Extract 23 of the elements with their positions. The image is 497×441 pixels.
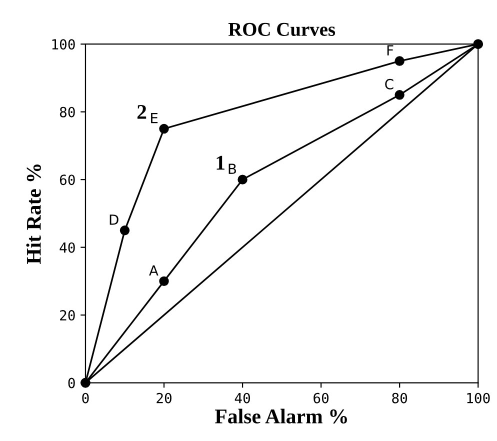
annotation: F (387, 45, 394, 56)
x-tick-label: 100 (467, 392, 490, 404)
y-tick-label: 20 (60, 310, 75, 321)
y-tick-label: 60 (60, 174, 75, 186)
y-axis-title: Hit Rate % (26, 164, 41, 264)
y-tick-label: 40 (60, 242, 75, 253)
annotation: C (385, 78, 394, 90)
series-label: 1 (216, 156, 224, 170)
y-tick-label: 80 (60, 106, 75, 118)
x-tick-label: 40 (234, 392, 250, 404)
chart-title: ROC Curves (228, 22, 336, 36)
series-label: 2 (137, 104, 146, 119)
annotation: D (110, 214, 118, 225)
x-axis-title: False Alarm % (215, 408, 347, 424)
x-tick-label: 20 (156, 392, 172, 404)
x-tick-label: 80 (392, 392, 408, 404)
annotation: B (228, 164, 236, 174)
y-tick-label: 0 (68, 378, 75, 388)
annotation: A (149, 265, 158, 276)
annotation: E (151, 112, 158, 124)
y-tick-label: 100 (52, 39, 75, 50)
x-tick-label: 0 (82, 392, 89, 404)
x-tick-label: 60 (314, 392, 329, 404)
